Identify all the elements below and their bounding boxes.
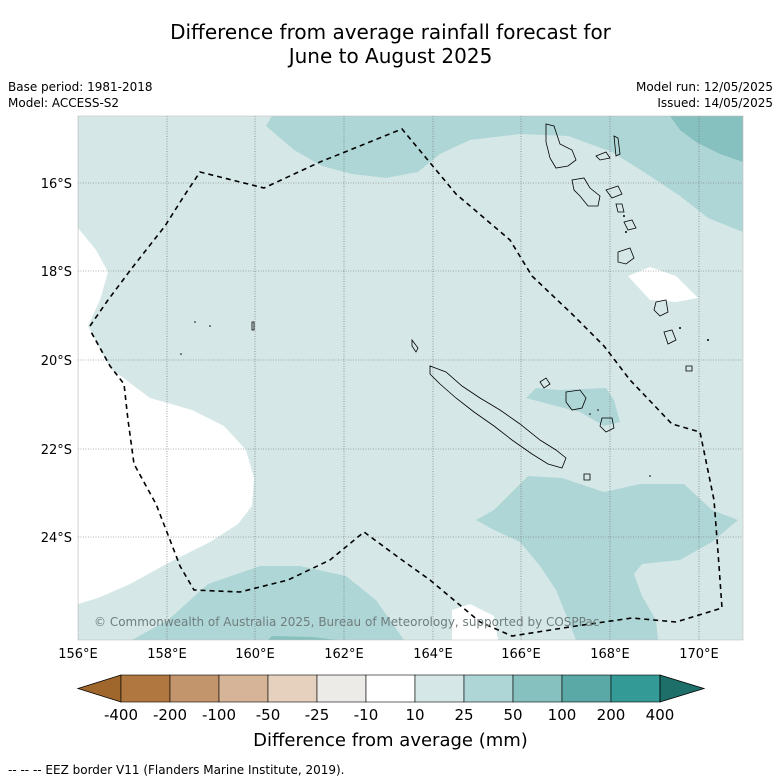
walpole-island	[583, 473, 591, 481]
model-run: Model run: 12/05/2025	[635, 80, 773, 94]
colorbar-swatch	[169, 674, 220, 703]
title-line-2: June to August 2025	[288, 44, 493, 68]
chesterfield-islet	[251, 321, 255, 331]
near-average-region-ne	[628, 267, 698, 302]
near-average-region-west	[78, 228, 254, 604]
colorbar-tick-label: -50	[256, 706, 281, 724]
lon-label-170e: 170°E	[679, 647, 719, 662]
colorbar-tick-label: -25	[305, 706, 330, 724]
anomaly-25-50-region-southwest	[132, 566, 404, 640]
colorbar-tick-label: -200	[153, 706, 187, 724]
lat-axis: 16°S 18°S 20°S 22°S 24°S	[41, 177, 72, 546]
vanuatu-aneityum	[663, 329, 677, 345]
vanuatu-epi	[615, 203, 625, 213]
lon-label-166e: 166°E	[501, 647, 541, 662]
eez-footnote: -- -- -- EEZ border V11 (Flanders Marine…	[8, 763, 345, 777]
small-islets	[180, 215, 709, 477]
lat-label-16s: 16°S	[41, 177, 72, 192]
colorbar-swatch	[414, 674, 465, 703]
colorbar-swatch	[120, 674, 171, 703]
colorbar-tick-label: 50	[503, 706, 522, 724]
colorbar-swatch	[561, 674, 612, 703]
colorbar-extend-low	[76, 674, 122, 703]
near-average-region-south	[452, 604, 498, 640]
anomaly-50-100-region-south	[268, 636, 338, 640]
vanuatu-espiritu-santo	[545, 123, 577, 169]
colorbar-swatch	[512, 674, 563, 703]
colorbar-tick-label: -10	[354, 706, 379, 724]
colorbar-title: Difference from average (mm)	[253, 730, 528, 751]
colorbar-tick-label: 200	[597, 706, 626, 724]
eez-border	[89, 128, 723, 637]
lat-label-20s: 20°S	[41, 354, 72, 369]
anomaly-50-100-region-ne	[670, 116, 743, 162]
belep-islets	[411, 338, 419, 353]
colorbar-swatch	[267, 674, 318, 703]
new-caledonia-island	[429, 365, 567, 469]
anomaly-25-50-region-southeast	[476, 476, 738, 640]
anomaly-25-50-region-north	[266, 116, 743, 232]
loyalty-island-mare	[599, 417, 615, 433]
colorbar-tick-label: -400	[104, 706, 138, 724]
copyright-text: © Commonwealth of Australia 2025, Bureau…	[94, 615, 599, 629]
map-title: Difference from average rainfall forecas…	[0, 20, 781, 68]
map-frame	[77, 115, 744, 641]
meta-right: Model run: 12/05/2025 Issued: 14/05/2025	[636, 79, 773, 111]
lon-axis: 156°E 158°E 160°E 162°E 164°E 166°E 168°…	[58, 647, 719, 662]
base-period: Base period: 1981-2018	[8, 80, 153, 94]
lon-label-156e: 156°E	[58, 647, 98, 662]
matthew-island	[685, 365, 693, 372]
vanuatu-maewo	[613, 135, 621, 157]
colorbar-extend-high	[659, 674, 706, 703]
map-gridlines	[78, 116, 743, 640]
vanuatu-efate	[623, 219, 637, 231]
colorbar-tick-label: 10	[405, 706, 424, 724]
lon-label-164e: 164°E	[413, 647, 453, 662]
loyalty-island-ouvea	[539, 377, 551, 389]
lat-label-24s: 24°S	[41, 531, 72, 546]
colorbar-swatch	[316, 674, 367, 703]
colorbar-swatch	[463, 674, 514, 703]
lat-label-18s: 18°S	[41, 265, 72, 280]
colorbar: -400 -200 -100 -50 -25 -10 10 25 50 100 200 400	[76, 674, 706, 724]
model-name: Model: ACCESS-S2	[8, 96, 120, 110]
map-plot-area: © Commonwealth of Australia 2025, Bureau…	[78, 116, 743, 640]
anomaly-25-50-region-central	[526, 388, 620, 426]
lon-label-160e: 160°E	[235, 647, 275, 662]
vanuatu-ambae	[595, 151, 611, 161]
issued-date: Issued: 14/05/2025	[657, 96, 773, 110]
coastlines	[251, 123, 693, 481]
colorbar-swatch	[218, 674, 269, 703]
colorbar-tick-label: 100	[548, 706, 577, 724]
colorbar-tick-label: -100	[202, 706, 236, 724]
vanuatu-malekula	[571, 177, 601, 207]
colorbar-swatch	[365, 674, 416, 703]
title-line-1: Difference from average rainfall forecas…	[170, 20, 611, 44]
vanuatu-erromango	[617, 247, 635, 265]
loyalty-island-lifou	[565, 389, 587, 411]
meta-left: Base period: 1981-2018 Model: ACCESS-S2	[8, 79, 153, 111]
lon-label-158e: 158°E	[147, 647, 187, 662]
vanuatu-ambrym	[605, 185, 623, 199]
vanuatu-tanna	[653, 299, 669, 317]
colorbar-swatch	[610, 674, 661, 703]
lat-label-22s: 22°S	[41, 443, 72, 458]
colorbar-tick-label: 25	[454, 706, 473, 724]
lon-label-162e: 162°E	[324, 647, 364, 662]
lon-label-168e: 168°E	[590, 647, 630, 662]
colorbar-tick-label: 400	[646, 706, 675, 724]
